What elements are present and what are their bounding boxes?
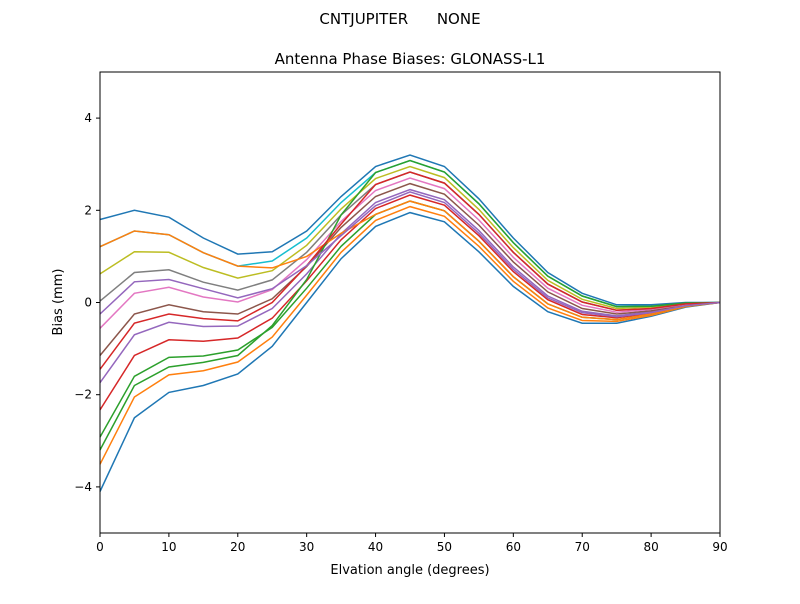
series-line-10: [99, 154, 720, 306]
series-line-1: [99, 205, 721, 465]
series-line-5: [99, 182, 721, 356]
y-tick-label: −4: [74, 480, 92, 494]
x-tick-label: 60: [506, 540, 521, 554]
series-line-7: [99, 171, 721, 312]
x-tick-label: 10: [161, 540, 176, 554]
suptitle: CNTJUPITER NONE: [319, 10, 480, 28]
x-axis-label: Elvation angle (degrees): [330, 563, 489, 578]
x-tick-label: 30: [299, 540, 314, 554]
y-tick-label: 2: [84, 203, 92, 217]
x-tick-label: 90: [712, 540, 727, 554]
series-line-0: [99, 211, 721, 492]
series-line-8: [99, 165, 721, 310]
x-axis-ticks: 0 10 20 30 40 50 60 70 80 90: [96, 533, 728, 554]
x-tick-label: 0: [96, 540, 104, 554]
series-line-12: [99, 159, 721, 451]
series-line-13: [99, 171, 721, 370]
x-tick-label: 40: [368, 540, 383, 554]
y-axis-label: Bias (mm): [51, 269, 66, 336]
x-tick-label: 50: [437, 540, 452, 554]
series-line-6: [99, 177, 721, 329]
y-axis-ticks: −4 −2 0 2 4: [74, 111, 100, 494]
series-line-4: [99, 188, 721, 384]
series-line-11: [99, 200, 721, 321]
series-lines: [99, 154, 721, 492]
x-tick-label: 20: [230, 540, 245, 554]
series-line-14: [99, 191, 721, 318]
y-tick-label: 0: [84, 296, 92, 310]
y-tick-label: 4: [84, 111, 92, 125]
chart-title: Antenna Phase Biases: GLONASS-L1: [275, 50, 546, 68]
x-tick-label: 80: [643, 540, 658, 554]
x-tick-label: 70: [575, 540, 590, 554]
axes-frame: [99, 71, 721, 534]
series-line-9: [99, 159, 721, 308]
y-tick-label: −2: [74, 388, 92, 402]
series-line-3: [99, 194, 721, 411]
